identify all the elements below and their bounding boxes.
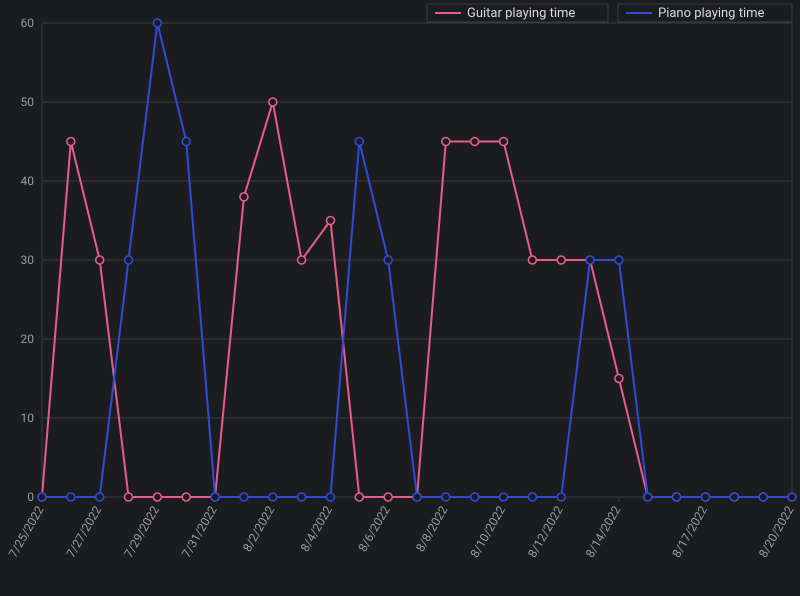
series-marker-piano [153,19,161,27]
y-tick-label: 60 [21,16,35,30]
series-marker-piano [298,493,306,501]
y-tick-label: 50 [21,95,35,109]
series-marker-guitar [355,493,363,501]
series-marker-guitar [269,98,277,106]
series-marker-guitar [96,256,104,264]
series-marker-guitar [442,138,450,146]
series-marker-piano [269,493,277,501]
series-marker-guitar [384,493,392,501]
series-marker-guitar [557,256,565,264]
y-tick-label: 20 [21,332,35,346]
series-marker-guitar [240,193,248,201]
series-marker-piano [528,493,536,501]
series-marker-piano [442,493,450,501]
series-marker-piano [759,493,767,501]
series-marker-piano [500,493,508,501]
y-tick-label: 0 [27,490,34,504]
series-marker-piano [471,493,479,501]
series-marker-piano [182,138,190,146]
series-marker-guitar [298,256,306,264]
series-marker-guitar [125,493,133,501]
series-marker-guitar [528,256,536,264]
series-marker-piano [67,493,75,501]
series-marker-piano [326,493,334,501]
series-marker-guitar [326,217,334,225]
series-marker-piano [557,493,565,501]
series-marker-piano [413,493,421,501]
series-marker-guitar [471,138,479,146]
series-marker-piano [730,493,738,501]
series-marker-guitar [500,138,508,146]
series-marker-guitar [67,138,75,146]
series-marker-piano [788,493,796,501]
series-marker-piano [38,493,46,501]
series-marker-piano [355,138,363,146]
series-marker-guitar [182,493,190,501]
y-tick-label: 40 [21,174,35,188]
legend-label: Guitar playing time [467,6,575,21]
y-tick-label: 10 [21,411,35,425]
series-marker-piano [384,256,392,264]
series-marker-piano [240,493,248,501]
series-marker-piano [673,493,681,501]
playing-time-chart: 01020304050607/25/20227/27/20227/29/2022… [0,0,800,596]
series-marker-piano [586,256,594,264]
series-marker-guitar [153,493,161,501]
series-marker-piano [615,256,623,264]
legend-label: Piano playing time [658,6,765,21]
y-tick-label: 30 [21,253,35,267]
series-marker-piano [96,493,104,501]
series-marker-piano [701,493,709,501]
series-marker-piano [211,493,219,501]
series-marker-piano [125,256,133,264]
series-marker-guitar [615,375,623,383]
series-marker-piano [644,493,652,501]
